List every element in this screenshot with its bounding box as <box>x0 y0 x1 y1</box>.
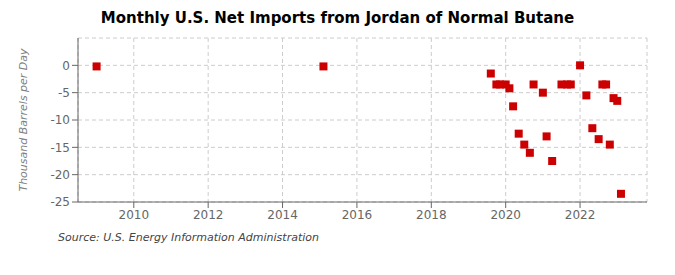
html-text:Source: U.S. Energy Informatio: Source: U.S. Energy Information Administ… <box>58 231 319 244</box>
svg-text:2010: 2010 <box>119 208 150 222</box>
svg-text:-15: -15 <box>50 141 70 155</box>
svg-text:0: 0 <box>62 59 70 73</box>
svg-text:2012: 2012 <box>193 208 224 222</box>
svg-text:2022: 2022 <box>565 208 596 222</box>
svg-text:-10: -10 <box>50 113 70 127</box>
svg-text:2014: 2014 <box>267 208 298 222</box>
svg-text:-25: -25 <box>50 195 70 209</box>
html-text:Monthly U.S. Net Imports from: Monthly U.S. Net Imports from Jordan of … <box>100 9 575 27</box>
svg-text:2016: 2016 <box>342 208 373 222</box>
svg-text:Thousand Barrels per Day: Thousand Barrels per Day <box>17 48 30 192</box>
svg-text:-20: -20 <box>50 168 70 182</box>
svg-text:-5: -5 <box>58 86 70 100</box>
svg-text:2018: 2018 <box>416 208 447 222</box>
svg-text:2020: 2020 <box>490 208 521 222</box>
